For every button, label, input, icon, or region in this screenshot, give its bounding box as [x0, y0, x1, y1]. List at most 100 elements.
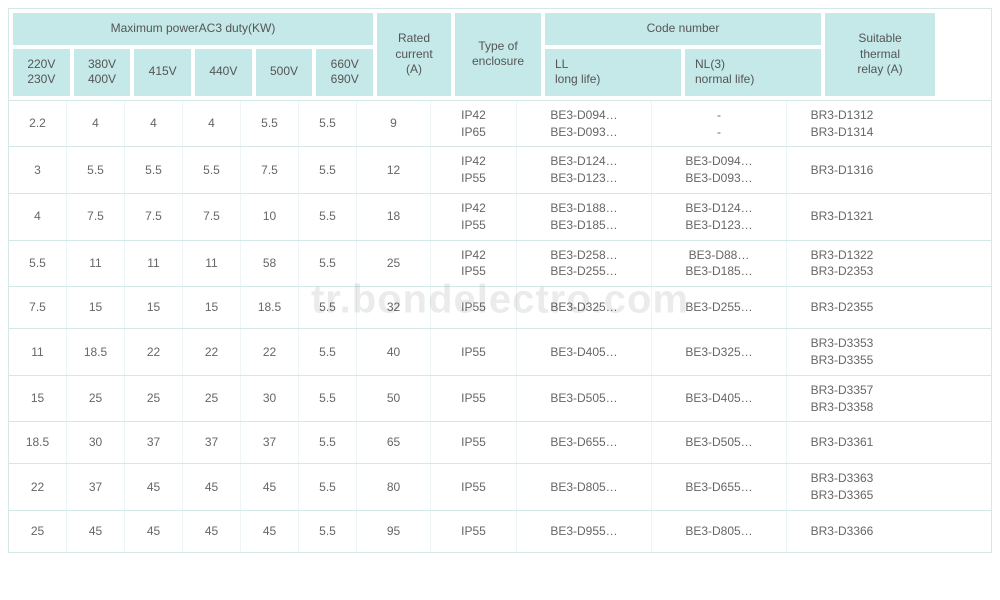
cell-power-4: 22: [241, 329, 299, 375]
cell-power-4: 58: [241, 241, 299, 287]
cell-power-3: 45: [183, 511, 241, 552]
cell-power-4: 45: [241, 464, 299, 510]
cell-ll: BE3-D655…: [517, 422, 652, 463]
cell-ll: BE3-D124…BE3-D123…: [517, 147, 652, 193]
cell-nl: BE3-D655…: [652, 464, 787, 510]
cell-type: IP42IP55: [431, 194, 517, 240]
spec-table: Maximum powerAC3 duty(KW) 220V230V 380V4…: [8, 8, 992, 553]
cell-type: IP42IP55: [431, 241, 517, 287]
cell-power-1: 15: [67, 287, 125, 328]
cell-ll: BE3-D955…: [517, 511, 652, 552]
header-500v: 500V: [256, 49, 313, 96]
table-row: 22374545455.580IP55BE3-D805…BE3-D655…BR3…: [9, 463, 991, 510]
cell-relay: BR3-D1312BR3-D1314: [787, 101, 897, 147]
header-ll: LLlong life): [545, 49, 681, 96]
cell-relay: BR3-D2355: [787, 287, 897, 328]
header-220v: 220V230V: [13, 49, 70, 96]
header-thermal-relay: Suitablethermalrelay (A): [825, 13, 935, 96]
cell-power-1: 25: [67, 376, 125, 422]
cell-power-4: 37: [241, 422, 299, 463]
cell-power-0: 7.5: [9, 287, 67, 328]
cell-ll: BE3-D325…: [517, 287, 652, 328]
cell-ll: BE3-D505…: [517, 376, 652, 422]
cell-power-3: 15: [183, 287, 241, 328]
table-row: 15252525305.550IP55BE3-D505…BE3-D405…BR3…: [9, 375, 991, 422]
table-row: 1118.52222225.540IP55BE3-D405…BE3-D325…B…: [9, 328, 991, 375]
cell-power-2: 7.5: [125, 194, 183, 240]
cell-relay: BR3-D3361: [787, 422, 897, 463]
cell-power-5: 5.5: [299, 147, 357, 193]
header-code-group: Code number LLlong life) NL(3)normal lif…: [545, 13, 821, 96]
cell-type: IP42IP55: [431, 147, 517, 193]
cell-power-5: 5.5: [299, 329, 357, 375]
header-440v: 440V: [195, 49, 252, 96]
cell-power-3: 25: [183, 376, 241, 422]
cell-ll: BE3-D188…BE3-D185…: [517, 194, 652, 240]
cell-power-4: 45: [241, 511, 299, 552]
cell-type: IP55: [431, 329, 517, 375]
table-body: 2.24445.55.59IP42IP65BE3-D094…BE3-D093…-…: [9, 100, 991, 552]
cell-relay: BR3-D3357BR3-D3358: [787, 376, 897, 422]
cell-power-0: 15: [9, 376, 67, 422]
cell-nl: BE3-D505…: [652, 422, 787, 463]
cell-power-3: 37: [183, 422, 241, 463]
cell-nl: BE3-D094…BE3-D093…: [652, 147, 787, 193]
table-row: 35.55.55.57.55.512IP42IP55BE3-D124…BE3-D…: [9, 146, 991, 193]
table-row: 7.515151518.55.532IP55BE3-D325…BE3-D255……: [9, 286, 991, 328]
cell-type: IP55: [431, 511, 517, 552]
cell-power-3: 22: [183, 329, 241, 375]
cell-nl: BE3-D88…BE3-D185…: [652, 241, 787, 287]
cell-power-1: 5.5: [67, 147, 125, 193]
cell-rated: 25: [357, 241, 431, 287]
cell-power-1: 18.5: [67, 329, 125, 375]
cell-power-3: 11: [183, 241, 241, 287]
cell-power-0: 18.5: [9, 422, 67, 463]
cell-rated: 80: [357, 464, 431, 510]
table-row: 2.24445.55.59IP42IP65BE3-D094…BE3-D093…-…: [9, 100, 991, 147]
table-row: 5.5111111585.525IP42IP55BE3-D258…BE3-D25…: [9, 240, 991, 287]
cell-power-2: 25: [125, 376, 183, 422]
cell-power-0: 11: [9, 329, 67, 375]
header-enclosure-type: Type ofenclosure: [455, 13, 541, 96]
header-power-title: Maximum powerAC3 duty(KW): [13, 13, 373, 45]
cell-power-3: 4: [183, 101, 241, 147]
cell-rated: 32: [357, 287, 431, 328]
cell-rated: 18: [357, 194, 431, 240]
header-nl: NL(3)normal life): [685, 49, 821, 96]
cell-power-2: 4: [125, 101, 183, 147]
cell-power-5: 5.5: [299, 376, 357, 422]
cell-power-2: 45: [125, 464, 183, 510]
cell-rated: 9: [357, 101, 431, 147]
table-row: 25454545455.595IP55BE3-D955…BE3-D805…BR3…: [9, 510, 991, 552]
cell-relay: BR3-D1322BR3-D2353: [787, 241, 897, 287]
cell-nl: --: [652, 101, 787, 147]
cell-nl: BE3-D405…: [652, 376, 787, 422]
cell-power-3: 7.5: [183, 194, 241, 240]
header-660v: 660V690V: [316, 49, 373, 96]
cell-type: IP55: [431, 287, 517, 328]
cell-nl: BE3-D805…: [652, 511, 787, 552]
cell-type: IP42IP65: [431, 101, 517, 147]
cell-relay: BR3-D3366: [787, 511, 897, 552]
cell-power-1: 30: [67, 422, 125, 463]
cell-power-5: 5.5: [299, 287, 357, 328]
cell-power-2: 22: [125, 329, 183, 375]
cell-power-2: 45: [125, 511, 183, 552]
cell-relay: BR3-D1316: [787, 147, 897, 193]
cell-power-5: 5.5: [299, 241, 357, 287]
cell-nl: BE3-D124…BE3-D123…: [652, 194, 787, 240]
cell-power-0: 3: [9, 147, 67, 193]
cell-power-0: 22: [9, 464, 67, 510]
cell-power-5: 5.5: [299, 194, 357, 240]
header-rated-current: Ratedcurrent(A): [377, 13, 451, 96]
cell-power-1: 11: [67, 241, 125, 287]
cell-rated: 40: [357, 329, 431, 375]
cell-power-2: 11: [125, 241, 183, 287]
table-header: Maximum powerAC3 duty(KW) 220V230V 380V4…: [9, 9, 991, 100]
header-power-group: Maximum powerAC3 duty(KW) 220V230V 380V4…: [13, 13, 373, 96]
cell-power-1: 45: [67, 511, 125, 552]
cell-type: IP55: [431, 464, 517, 510]
cell-rated: 65: [357, 422, 431, 463]
cell-power-1: 4: [67, 101, 125, 147]
header-415v: 415V: [134, 49, 191, 96]
